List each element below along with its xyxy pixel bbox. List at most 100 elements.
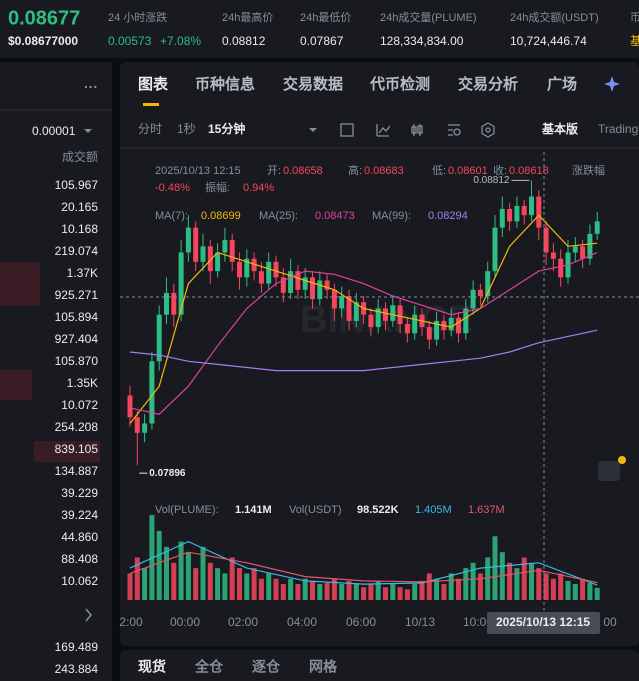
candle-body xyxy=(244,258,250,278)
volume-bar xyxy=(207,562,213,600)
volume-bar xyxy=(178,541,184,600)
candle-body xyxy=(536,196,542,228)
tab[interactable]: 交易分析 xyxy=(458,75,518,93)
expand-icon[interactable] xyxy=(85,608,92,622)
volume-bar xyxy=(426,573,432,600)
candle-body xyxy=(222,240,228,253)
interval[interactable]: 分时 xyxy=(138,122,162,136)
menu: ··· xyxy=(84,79,98,95)
volume-bar xyxy=(558,573,564,600)
candle-body xyxy=(200,246,206,262)
tab[interactable]: 代币检测 xyxy=(369,75,430,93)
toolbar-icons[interactable] xyxy=(340,122,495,138)
stat-value: 基 xyxy=(630,34,639,48)
dropdown-icon[interactable] xyxy=(84,129,92,133)
volume-bar xyxy=(200,546,206,600)
volume-bar xyxy=(594,587,600,600)
tab-underline xyxy=(143,103,159,106)
candle-body xyxy=(310,277,315,300)
candle-body xyxy=(280,277,286,293)
volume-bar xyxy=(536,568,542,600)
tool-icon[interactable] xyxy=(598,461,620,481)
volume-bar xyxy=(572,584,578,600)
candle-body xyxy=(178,252,184,315)
volume-label: Vol(PLUME): xyxy=(155,504,219,516)
volume-bar xyxy=(134,557,140,600)
bottom-tab[interactable]: 全仓 xyxy=(194,659,224,675)
volume-bar xyxy=(448,573,454,600)
volume-bar xyxy=(266,573,272,600)
orderbook-value: 105.967 xyxy=(55,178,99,192)
bottom-tab[interactable]: 网格 xyxy=(309,659,338,675)
candle-body xyxy=(587,233,593,259)
volume-bar xyxy=(441,584,447,600)
volume-ma-value: 1.405M xyxy=(415,504,452,516)
orderbook-value: 10.072 xyxy=(61,398,98,412)
mode[interactable]: Trading xyxy=(598,122,638,136)
tab[interactable]: 币种信息 xyxy=(195,75,255,93)
ai-icon[interactable] xyxy=(604,76,620,92)
interval[interactable]: 1秒 xyxy=(177,122,196,136)
candle-body xyxy=(529,196,534,216)
orderbook-value: 1.35K xyxy=(67,376,98,390)
volume-bar xyxy=(339,584,345,600)
candle-body xyxy=(317,280,323,300)
candle-body xyxy=(149,361,155,424)
orderbook-value: 925.271 xyxy=(55,288,99,302)
volume-bar xyxy=(397,587,403,600)
x-tick-label: 04:00 xyxy=(287,615,317,629)
x-tick-label: 2:00 xyxy=(119,615,143,629)
candle-body xyxy=(193,227,199,262)
stat-label: 24h成交量(PLUME) xyxy=(380,10,477,24)
orderbook-value: 105.870 xyxy=(55,354,99,368)
volume-bar xyxy=(331,578,337,600)
volume-bar xyxy=(258,578,264,600)
candle-body xyxy=(507,208,513,222)
volume-bar xyxy=(164,546,169,600)
candle-body xyxy=(448,317,454,331)
candle-body xyxy=(331,289,337,309)
bottom-tab[interactable]: 逐仓 xyxy=(252,659,281,675)
interval[interactable]: 15分钟 xyxy=(208,121,245,136)
orderbook-value: 134.887 xyxy=(55,464,99,478)
stat-label: 币 xyxy=(630,11,639,24)
legend-label: 高: xyxy=(348,163,362,177)
mode[interactable]: 基本版 xyxy=(541,121,578,136)
candle-body xyxy=(339,296,345,309)
crosshair-label: 2025/10/13 12:15 xyxy=(496,615,590,629)
ma-label: MA(25): xyxy=(259,210,298,222)
candle-body xyxy=(594,221,600,234)
volume-bar xyxy=(237,568,242,600)
volume-bar xyxy=(507,562,513,600)
volume-bar xyxy=(550,578,556,600)
volume-bar xyxy=(295,584,301,600)
price: 0.08677 xyxy=(8,7,80,29)
candle-body xyxy=(302,277,308,290)
candle-body xyxy=(127,395,133,418)
candle-body xyxy=(404,324,410,334)
legend-label: 开: xyxy=(267,165,281,177)
volume-value: 1.141M xyxy=(235,504,272,516)
column-header: 成交额 xyxy=(62,149,98,164)
tab[interactable]: 广场 xyxy=(547,75,577,93)
ma-line xyxy=(129,251,598,415)
tab[interactable]: 图表 xyxy=(138,75,169,93)
candle-body xyxy=(295,271,301,290)
volume-bar xyxy=(543,573,549,600)
volume-bar xyxy=(215,568,221,600)
badge xyxy=(618,456,626,464)
ma-line xyxy=(129,329,598,372)
ma-value: 0.08473 xyxy=(315,210,355,222)
chart-area: BINANCE xyxy=(127,180,600,600)
volume-bar xyxy=(390,584,396,600)
candle-body xyxy=(543,227,549,253)
candle-body xyxy=(237,261,242,278)
bottom-tab[interactable]: 现货 xyxy=(138,659,166,675)
tab[interactable]: 交易数据 xyxy=(283,75,343,93)
candle-body xyxy=(266,261,272,284)
candle-body xyxy=(368,314,374,328)
orderbook-value: 839.105 xyxy=(55,442,99,456)
dropdown-icon[interactable] xyxy=(309,128,317,132)
volume-bar xyxy=(324,583,330,600)
